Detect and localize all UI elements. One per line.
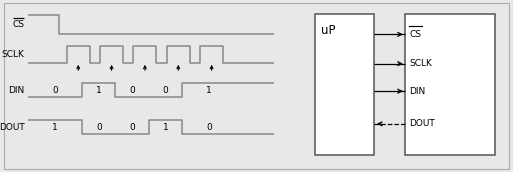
Text: 0: 0 [206, 123, 212, 132]
Text: DOUT: DOUT [409, 119, 435, 128]
Text: SCLK: SCLK [2, 50, 25, 59]
Text: CS: CS [409, 30, 421, 39]
Bar [405, 14, 495, 155]
Text: SCLK: SCLK [409, 59, 432, 68]
Text: DIN: DIN [8, 86, 25, 95]
Text: 1: 1 [206, 86, 212, 95]
Text: 0: 0 [52, 86, 58, 95]
Text: 0: 0 [96, 123, 102, 132]
Text: 1: 1 [52, 123, 58, 132]
Text: 0: 0 [129, 86, 135, 95]
Text: 1: 1 [163, 123, 168, 132]
Text: DOUT: DOUT [0, 123, 25, 132]
Text: CS: CS [13, 20, 25, 29]
Bar [315, 14, 374, 155]
Text: 0: 0 [129, 123, 135, 132]
Text: uP: uP [321, 24, 335, 37]
Text: 0: 0 [163, 86, 168, 95]
Text: DIN: DIN [409, 87, 426, 96]
Text: 1: 1 [96, 86, 102, 95]
